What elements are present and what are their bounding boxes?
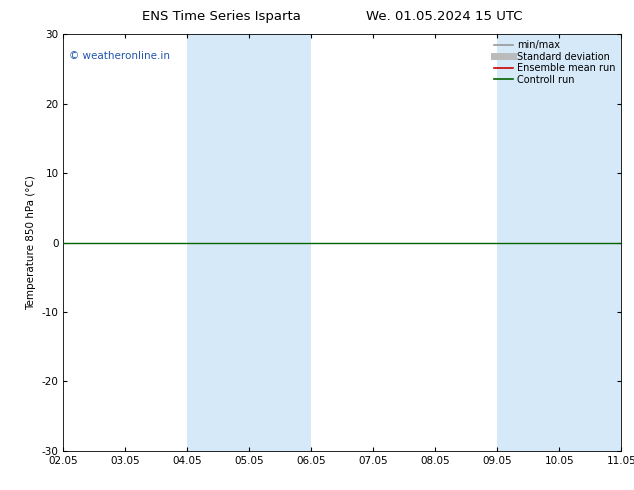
Text: We. 01.05.2024 15 UTC: We. 01.05.2024 15 UTC — [366, 10, 522, 23]
Bar — [188, 34, 311, 451]
Text: ENS Time Series Isparta: ENS Time Series Isparta — [143, 10, 301, 23]
Y-axis label: Temperature 850 hPa (°C): Temperature 850 hPa (°C) — [26, 175, 36, 310]
Text: © weatheronline.in: © weatheronline.in — [69, 51, 170, 61]
Bar — [497, 34, 621, 451]
Legend: min/max, Standard deviation, Ensemble mean run, Controll run: min/max, Standard deviation, Ensemble me… — [489, 36, 619, 88]
